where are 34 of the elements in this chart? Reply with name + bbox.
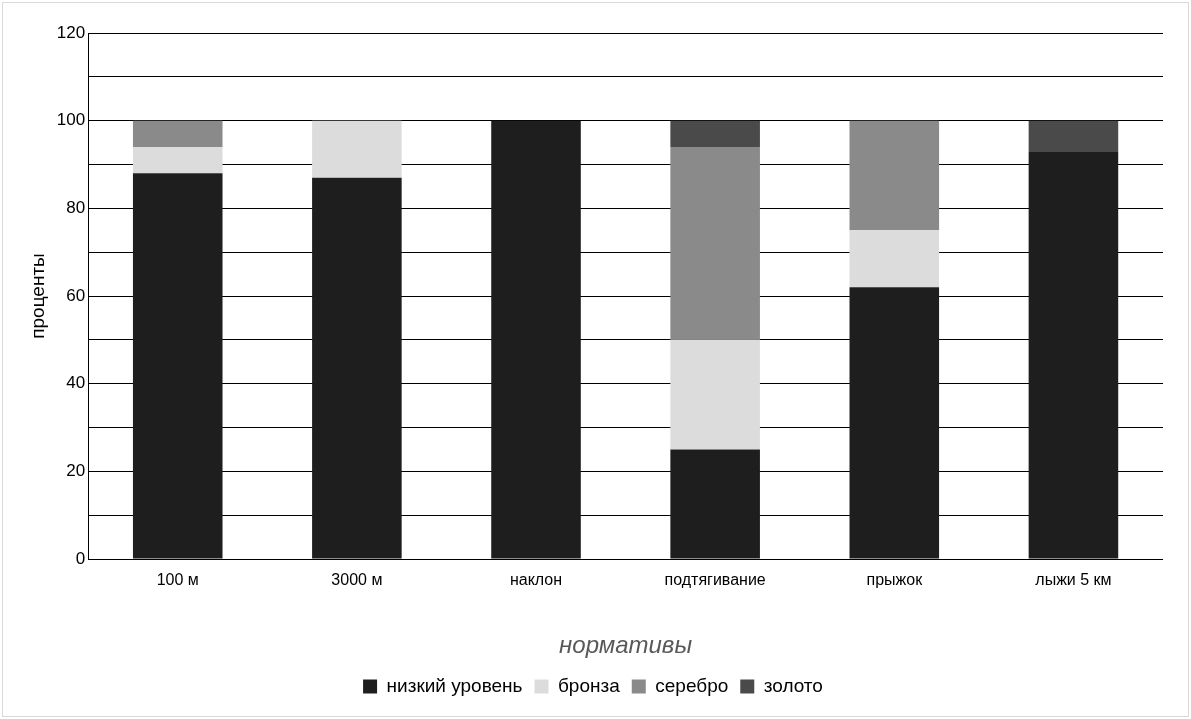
y-tick-label: 60 — [66, 285, 86, 305]
y-axis-title: проценты — [26, 253, 48, 339]
x-tick-label: 3000 м — [331, 571, 383, 589]
y-tick-label: 20 — [66, 461, 86, 481]
bar — [670, 146, 760, 340]
bar — [849, 287, 940, 559]
x-axis-title: нормативы — [559, 631, 693, 659]
y-tick-label: 40 — [66, 373, 86, 393]
y-tick-label: 80 — [66, 198, 86, 218]
y-tick-label: 100 — [56, 110, 86, 130]
legend-label: низкий уровень — [386, 674, 523, 696]
bar — [1028, 120, 1119, 152]
legend-label: серебро — [655, 674, 729, 696]
bar — [849, 230, 940, 288]
x-tick-label: 100 м — [156, 571, 199, 589]
y-tick-label: 120 — [56, 22, 86, 42]
bar — [1028, 151, 1119, 559]
y-tick-label: 0 — [75, 548, 86, 568]
legend-label: бронза — [557, 674, 621, 696]
bar — [132, 173, 223, 559]
bar — [849, 120, 940, 231]
legend-label: золото — [763, 674, 823, 696]
bar — [670, 120, 760, 147]
x-tick-label: прыжок — [866, 571, 924, 589]
bar — [132, 120, 223, 147]
x-tick-label: наклон — [509, 571, 563, 589]
bar — [312, 177, 402, 559]
x-tick-label: лыжи 5 км — [1035, 571, 1112, 589]
bar — [670, 449, 760, 559]
bar — [312, 120, 402, 178]
x-tick-label: подтягивание — [664, 571, 766, 589]
bar — [491, 120, 581, 559]
bar — [132, 146, 223, 174]
bar — [670, 339, 760, 450]
